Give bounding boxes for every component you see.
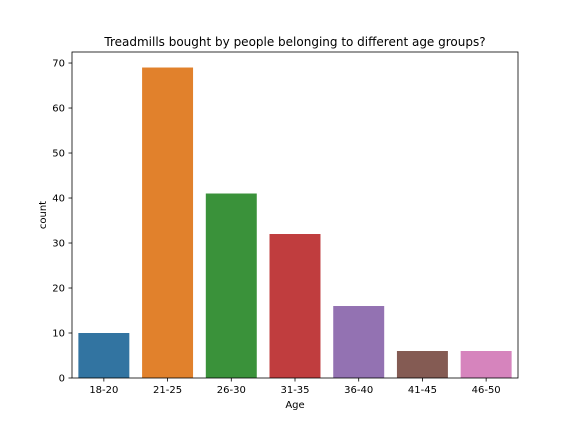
bars [78, 67, 512, 379]
bar-46-50 [460, 351, 512, 378]
x-axis-label: Age [285, 400, 304, 411]
y-tick-label: 50 [52, 149, 65, 160]
y-tick-label: 0 [59, 374, 65, 385]
x-tick-label: 18-20 [89, 385, 118, 396]
chart-title: Treadmills bought by people belonging to… [103, 35, 485, 49]
bar-41-45 [396, 351, 448, 378]
y-tick-label: 60 [52, 104, 65, 115]
y-tick-label: 40 [52, 194, 65, 205]
y-tick-label: 10 [52, 329, 65, 340]
x-tick-label: 46-50 [472, 385, 501, 396]
bar-18-20 [78, 333, 130, 378]
x-tick-label: 26-30 [217, 385, 246, 396]
x-tick-label: 21-25 [153, 385, 182, 396]
bar-21-25 [142, 67, 194, 379]
x-tick-label: 41-45 [408, 385, 437, 396]
bar-26-30 [205, 193, 257, 378]
y-axis: 0 10 20 30 40 50 60 70 [52, 59, 72, 385]
bar-36-40 [333, 306, 385, 378]
x-axis: 18-20 21-25 26-30 31-35 36-40 41-45 46-50 [89, 378, 501, 396]
x-tick-label: 36-40 [344, 385, 373, 396]
y-tick-label: 70 [52, 59, 65, 70]
y-tick-label: 30 [52, 239, 65, 250]
x-tick-label: 31-35 [280, 385, 309, 396]
bar-31-35 [269, 234, 321, 378]
y-axis-label: count [38, 201, 49, 229]
y-tick-label: 20 [52, 284, 65, 295]
plot-frame [71, 51, 519, 379]
